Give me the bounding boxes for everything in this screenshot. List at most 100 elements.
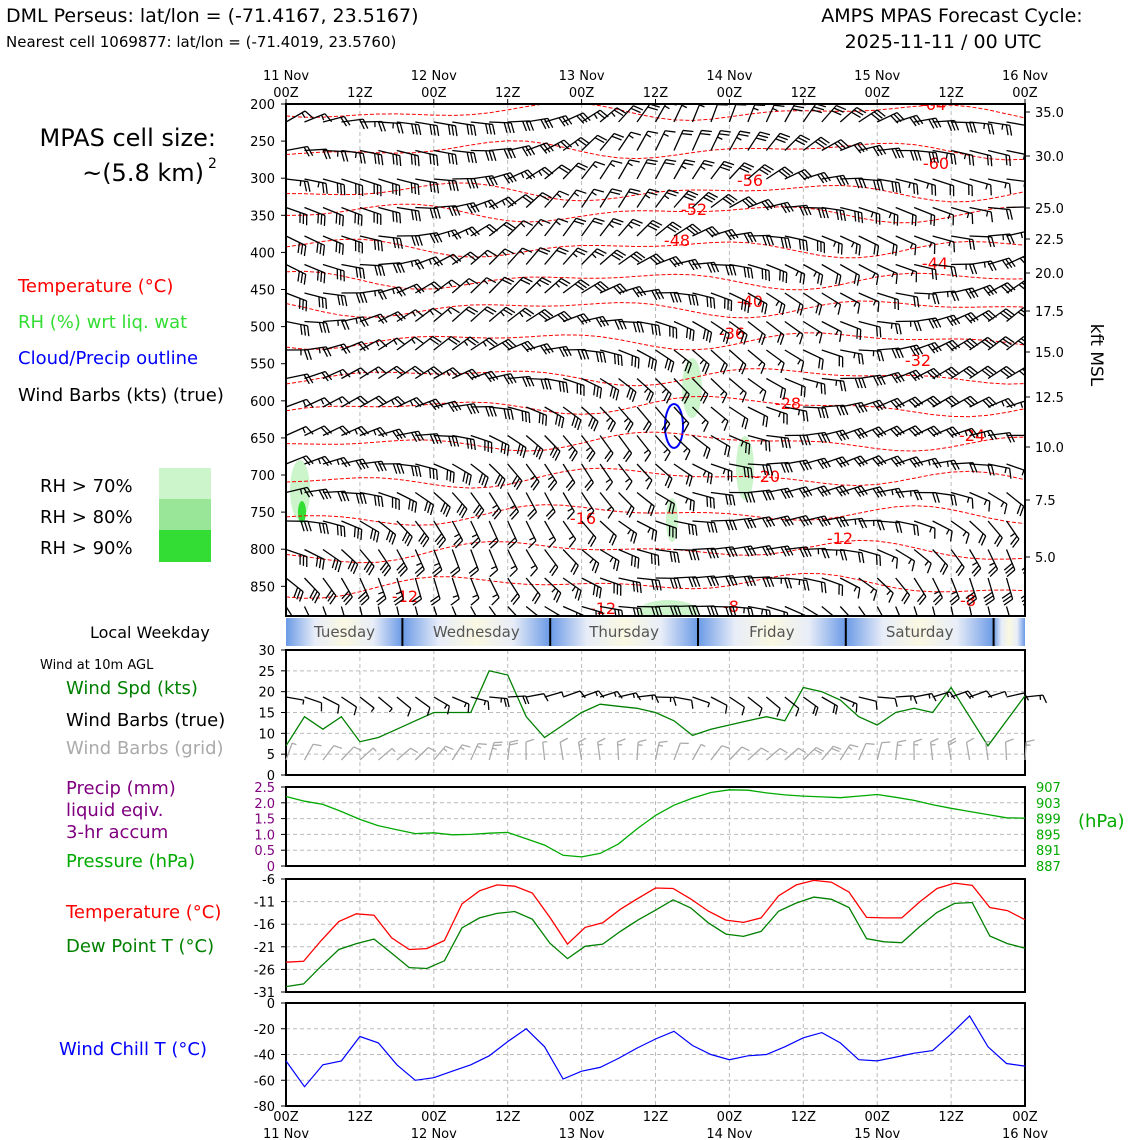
wind-barb [876, 180, 881, 191]
wind-barb [327, 592, 335, 602]
panel-ytick: 15 [258, 707, 275, 722]
wind-barb [548, 536, 555, 541]
wind-barb [873, 590, 878, 601]
wind-barb [1045, 369, 1052, 376]
wind-barb [692, 226, 713, 237]
wind-barb [969, 491, 991, 502]
wind-barb [795, 139, 806, 146]
wind-barb [377, 598, 387, 606]
wind-barb [378, 428, 400, 437]
wind-barb [636, 349, 657, 361]
wind-barb [778, 270, 781, 281]
wind-barb [935, 152, 939, 164]
wind-barb [544, 379, 549, 390]
wind-barb [377, 577, 387, 599]
wind-barb [613, 132, 625, 138]
wind-barb [732, 265, 737, 276]
wind-barb [758, 361, 763, 367]
wind-barb [340, 151, 345, 162]
wind-barb [926, 563, 932, 574]
wind-barb [817, 517, 824, 527]
wind-barb [802, 239, 805, 251]
wind-barb [676, 292, 682, 303]
wind-barb [341, 340, 363, 351]
wind-barb [725, 195, 735, 204]
wind-barb [687, 260, 695, 271]
wind-barb [950, 149, 973, 156]
wind-barb [416, 562, 422, 566]
wind-barb [562, 162, 579, 180]
wind-barb [843, 404, 849, 416]
wind-barb [926, 183, 930, 189]
wind-barb [481, 475, 486, 486]
wind-barb [547, 479, 556, 489]
wind-barb [448, 180, 452, 191]
wind-barb [710, 575, 733, 579]
wind-barb [765, 292, 786, 306]
wind-barb [916, 184, 919, 195]
wind-barb [451, 520, 464, 541]
wind-barb [731, 229, 739, 239]
wind-barb [1041, 370, 1048, 377]
wind-barb [911, 214, 914, 225]
wind-barb [414, 549, 425, 570]
wind-barb [544, 435, 561, 452]
surface-wind-barb [370, 707, 375, 713]
wind-barb [913, 425, 935, 437]
wind-barb [963, 341, 973, 350]
wind-barb [875, 326, 878, 337]
wind-barb [832, 241, 837, 247]
wind-barb [563, 310, 573, 320]
wind-barb [573, 192, 580, 197]
wind-barb [503, 122, 508, 133]
top-date-label: 11 Nov [263, 69, 309, 84]
grid-wind-barb [377, 747, 393, 761]
wind-barb [784, 486, 807, 494]
wind-barb [1009, 432, 1016, 443]
wind-barb [611, 254, 621, 261]
wind-barb [705, 448, 711, 459]
wind-barb [580, 279, 590, 287]
wind-barb [321, 457, 329, 467]
wind-barb [435, 398, 443, 408]
wind-barb [969, 260, 992, 266]
wind-barb [507, 434, 527, 449]
wind-barb [362, 493, 367, 505]
wind-barb [618, 577, 641, 584]
wind-barb [688, 476, 693, 487]
wind-barb [710, 406, 729, 422]
wind-barb [396, 463, 401, 474]
wind-barb [721, 163, 733, 169]
wind-barb [894, 488, 902, 499]
wind-barb [1020, 232, 1023, 239]
wind-barb [573, 220, 585, 225]
pressure-tick: 750 [250, 506, 275, 521]
wind-barb [821, 263, 842, 277]
wind-barb [595, 586, 599, 597]
wind-barb [802, 605, 821, 616]
wind-barb [688, 294, 692, 306]
wind-barb [487, 200, 496, 210]
wind-barb [414, 336, 434, 351]
wind-barb [854, 211, 857, 222]
wind-barb [433, 366, 443, 374]
wind-barb [414, 210, 418, 221]
grid-wind-barb [985, 740, 991, 743]
wind-barb [1024, 549, 1025, 552]
wind-barb [692, 520, 715, 524]
wind-barb [566, 511, 575, 520]
wind-barb [706, 296, 709, 308]
wind-barb [681, 358, 687, 364]
grid-wind-barb [831, 747, 840, 753]
wind-barb [950, 395, 971, 408]
wind-barb [593, 421, 599, 432]
wind-barb [581, 315, 604, 323]
wind-barb [359, 606, 363, 616]
surface-wind-barb [433, 696, 450, 707]
top-hour-label: 12Z [643, 86, 669, 101]
wind-barb [470, 152, 474, 163]
wind-barb [448, 338, 458, 345]
wind-barb [875, 456, 884, 466]
wind-barb [973, 568, 982, 577]
grid-wind-barb [509, 739, 519, 743]
